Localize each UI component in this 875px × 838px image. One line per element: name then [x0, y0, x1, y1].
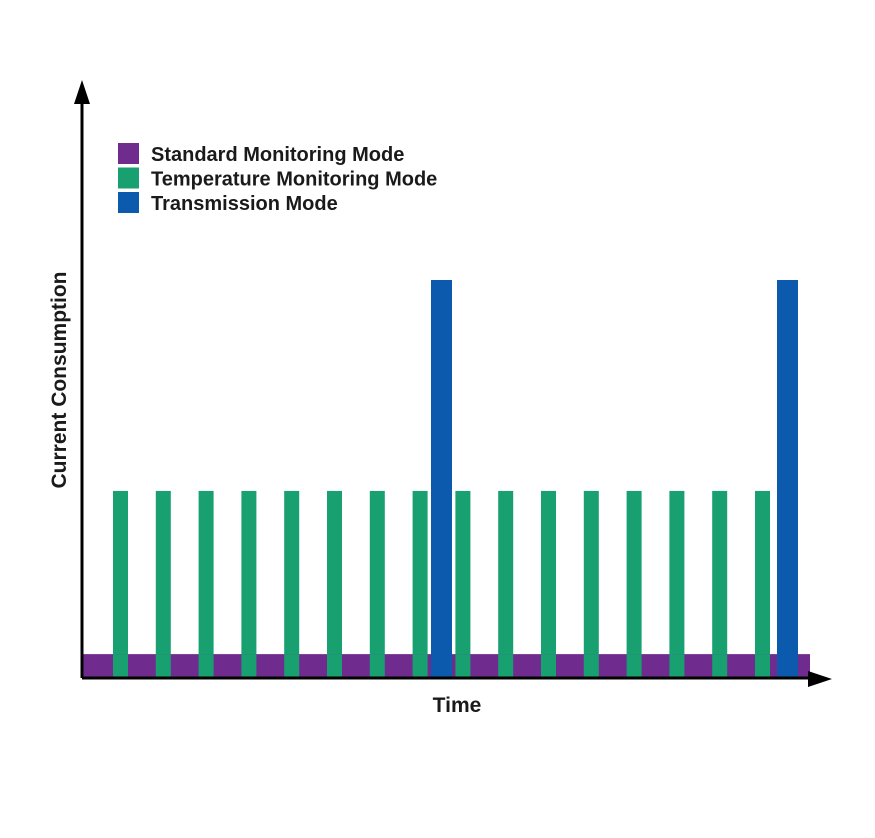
legend-label: Standard Monitoring Mode	[151, 144, 404, 166]
temperature-pulse-bar	[541, 490, 556, 678]
temperature-pulse-bar	[498, 490, 514, 678]
temperature-pulse-base	[284, 654, 300, 678]
bars-group	[82, 280, 810, 678]
temperature-pulse-base	[412, 654, 428, 678]
temperature-pulse-bar	[412, 490, 428, 678]
temperature-pulse-bar	[755, 490, 770, 678]
temperature-pulse-base	[626, 654, 642, 678]
legend: Standard Monitoring Mode Temperature Moni…	[118, 143, 437, 215]
legend-swatch	[118, 167, 139, 189]
temperature-pulse-base	[755, 654, 770, 678]
temperature-pulse-bar	[626, 490, 642, 678]
temperature-pulse-base	[541, 654, 556, 678]
temperature-pulse-base	[198, 654, 214, 678]
temperature-pulse-bar	[284, 490, 300, 678]
temperature-pulse-bar	[669, 490, 685, 678]
temperature-pulse-bar	[327, 490, 342, 678]
legend-label: Transmission Mode	[151, 193, 338, 215]
x-axis-label: Time	[433, 694, 482, 717]
temperature-pulse-base	[327, 654, 342, 678]
y-axis-label: Current Consumption	[48, 272, 71, 489]
temperature-pulse-bar	[241, 490, 257, 678]
temperature-pulse-base	[241, 654, 257, 678]
temperature-pulse-bar	[113, 490, 128, 678]
temperature-pulse-bar	[583, 490, 599, 678]
legend-swatch	[118, 192, 139, 213]
temperature-pulse-base	[155, 654, 171, 678]
temperature-pulse-base	[583, 654, 599, 678]
y-axis-arrow-icon	[74, 80, 90, 104]
temperature-pulse-bar	[712, 490, 728, 678]
temperature-pulse-bar	[369, 490, 385, 678]
x-axis-arrow-icon	[808, 671, 832, 687]
temperature-pulse-base	[712, 654, 728, 678]
temperature-pulse-base	[455, 654, 471, 678]
transmission-pulse-bar	[431, 280, 452, 678]
temperature-pulse-base	[369, 654, 385, 678]
temperature-pulse-base	[113, 654, 128, 678]
temperature-pulse-base	[669, 654, 685, 678]
temperature-pulse-bar	[198, 490, 214, 678]
legend-label: Temperature Monitoring Mode	[151, 169, 437, 191]
temperature-pulse-base	[498, 654, 514, 678]
temperature-pulse-bar	[455, 490, 471, 678]
temperature-pulse-bar	[155, 490, 171, 678]
legend-swatch	[118, 143, 139, 164]
axes-group	[74, 80, 832, 687]
transmission-pulse-bar	[777, 280, 798, 678]
